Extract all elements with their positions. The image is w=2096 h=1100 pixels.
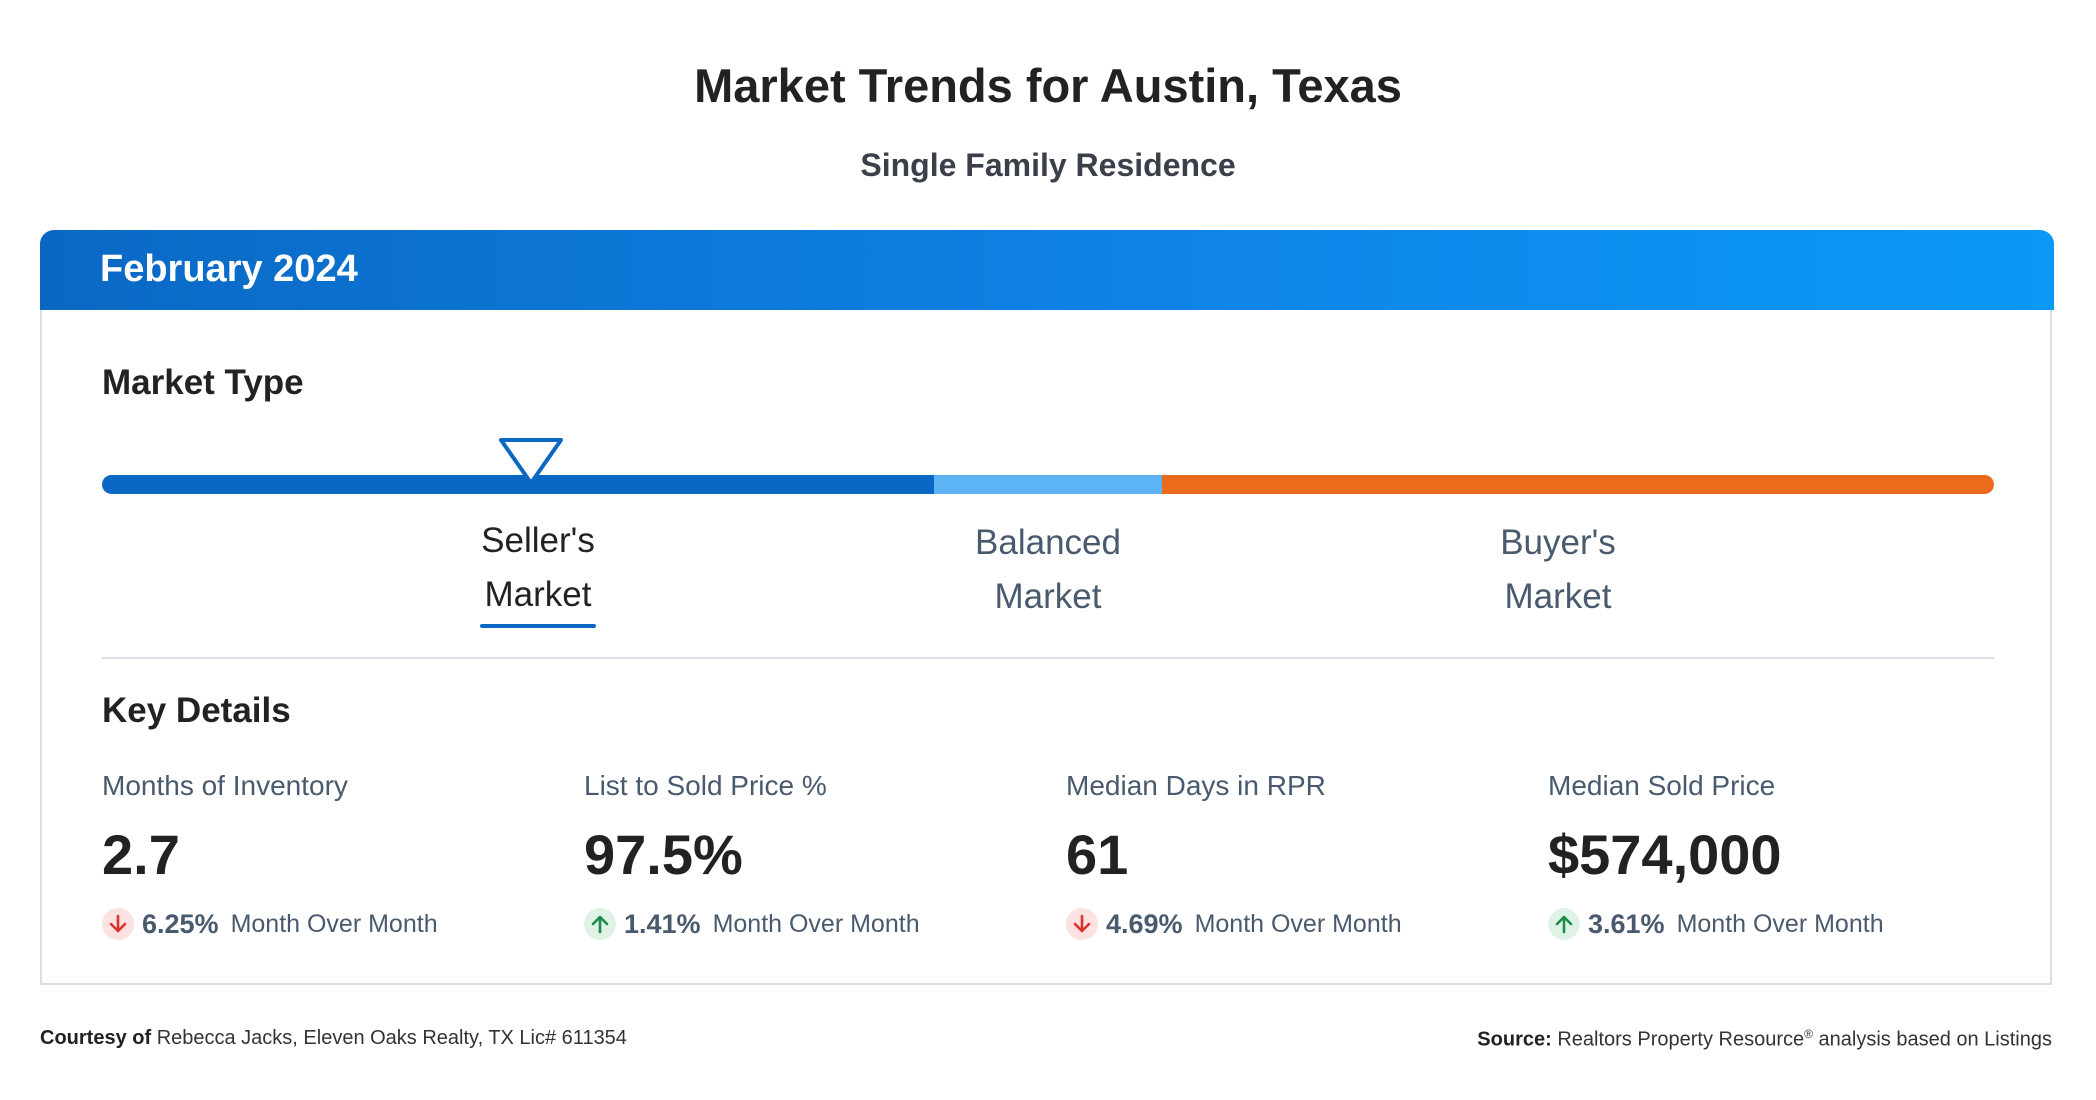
metric-label: Median Days in RPR [1066,770,1326,801]
balanced-market-label-line2: Market [994,577,1102,616]
balanced-market-label[interactable]: Balanced Market [898,516,1198,624]
page-title: Market Trends for Austin, Texas [694,59,1402,112]
buyers-market-label-line2: Market [1504,577,1612,616]
courtesy-label: Courtesy of [40,1027,152,1049]
period-title: February 2024 [100,248,358,290]
buyers-market-label-line1: Buyer's [1500,523,1616,562]
courtesy-text: Rebecca Jacks, Eleven Oaks Realty, TX Li… [156,1027,627,1049]
arrow-down-icon [1066,908,1098,940]
change-percent: 4.69% [1106,908,1183,939]
metric-value: 97.5% [584,823,743,886]
change-period: Month Over Month [1676,909,1884,938]
change-percent: 6.25% [142,908,219,939]
change-period: Month Over Month [1194,909,1402,938]
footer-source: Source: Realtors Property Resource® anal… [1477,1027,2052,1052]
metric-list-to-sold-price: List to Sold Price % 97.5% 1.41% Month O… [584,770,1054,942]
balanced-market-segment [934,475,1162,494]
key-details-heading: Key Details [102,691,291,730]
metric-label: Median Sold Price [1548,770,1776,801]
arrow-down-icon [102,908,134,940]
metric-change: 3.61% Month Over Month [1548,906,2018,942]
registered-mark: ® [1804,1027,1813,1041]
page-subtitle: Single Family Residence [860,147,1236,183]
balanced-market-label-line1: Balanced [975,523,1121,562]
metric-months-of-inventory: Months of Inventory 2.7 6.25% Month Over… [102,770,572,942]
metric-value: $574,000 [1548,823,1782,886]
metric-label: Months of Inventory [102,770,348,801]
change-percent: 3.61% [1588,908,1665,939]
market-position-marker-icon [499,438,564,485]
metric-label: List to Sold Price % [584,770,827,801]
metric-change: 6.25% Month Over Month [102,906,572,942]
metric-change: 4.69% Month Over Month [1066,906,1536,942]
sellers-market-segment [102,475,935,494]
metric-value: 61 [1066,823,1129,886]
metric-value: 2.7 [102,823,180,886]
arrow-up-icon [584,908,616,940]
metric-median-days-in-rpr: Median Days in RPR 61 4.69% Month Over M… [1066,770,1536,942]
section-divider [102,657,1994,659]
sellers-market-label-line2: Market [484,575,592,614]
change-period: Month Over Month [712,909,920,938]
active-market-underline [480,624,596,628]
card-header: February 2024 [40,230,2054,310]
buyers-market-segment [1161,475,1994,494]
market-trends-card: February 2024 [40,230,2054,985]
source-text-suffix: analysis based on Listings [1818,1028,2052,1051]
metric-change: 1.41% Month Over Month [584,906,1054,942]
source-text: Realtors Property Resource [1557,1028,1805,1051]
change-period: Month Over Month [230,909,438,938]
sellers-market-label[interactable]: Seller's Market [388,514,688,622]
footer-courtesy: Courtesy of Rebecca Jacks, Eleven Oaks R… [40,1027,627,1050]
sellers-market-label-line1: Seller's [481,521,595,560]
arrow-up-icon [1548,908,1580,940]
market-type-bar [102,475,1994,494]
market-type-heading: Market Type [102,363,304,402]
change-percent: 1.41% [624,908,701,939]
metric-median-sold-price: Median Sold Price $574,000 3.61% Month O… [1548,770,2018,942]
buyers-market-label[interactable]: Buyer's Market [1408,516,1708,624]
source-label: Source: [1477,1028,1552,1051]
